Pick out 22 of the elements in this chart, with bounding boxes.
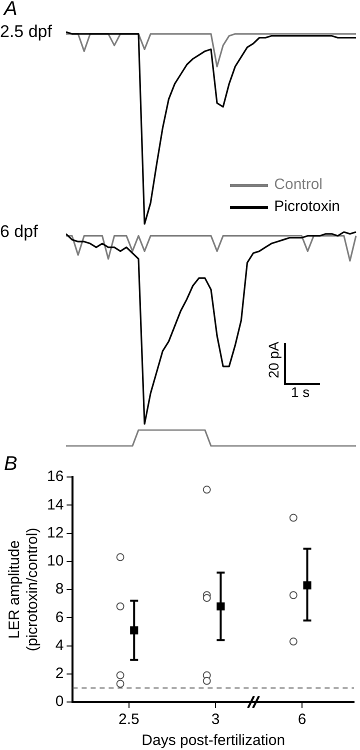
annotation: 1 s [291, 384, 310, 400]
x-tick-label: 2.5 [118, 711, 140, 728]
y-tick-label: 12 [46, 524, 64, 542]
x-tick-label: 3 [211, 711, 220, 728]
y-tick-label: 14 [46, 496, 64, 514]
y-tick-label: 10 [46, 552, 64, 570]
y-tick-label: 16 [46, 468, 64, 486]
legend-label: Control [274, 176, 322, 193]
chart-title: 6 dpf [0, 222, 38, 242]
y-tick-label: 8 [55, 580, 64, 598]
x-tick-label: 6 [298, 711, 306, 728]
chart-title: 2.5 dpf [0, 22, 52, 42]
y-tick-label: 2 [55, 665, 64, 682]
text: A [4, 0, 18, 21]
legend-label: Picrotoxin [274, 198, 340, 215]
text: B [4, 453, 18, 476]
y-tick-label: 0 [55, 693, 64, 710]
x-axis-title: Days post-fertilization [142, 732, 286, 750]
y-axis-title: LER amplitude (picrotoxin/control) [6, 528, 42, 652]
y-tick-label: 6 [55, 608, 64, 626]
y-tick-label: 4 [55, 636, 64, 654]
annotation: 20 pA [265, 342, 282, 378]
